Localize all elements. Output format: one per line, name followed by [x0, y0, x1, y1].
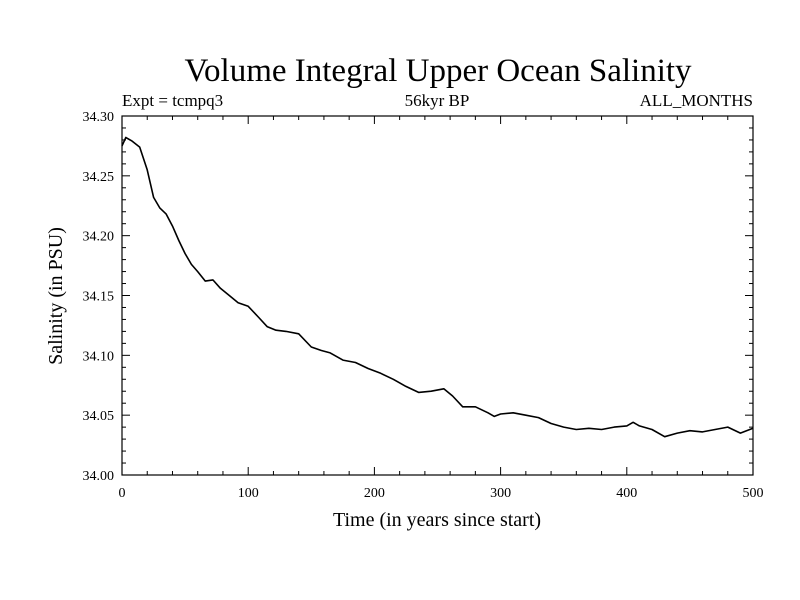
months-label: ALL_MONTHS [640, 91, 753, 110]
y-tick-label: 34.05 [83, 409, 115, 424]
x-tick-label: 0 [119, 486, 126, 501]
x-tick-labels: 0 100 200 300 400 500 [119, 486, 764, 501]
plot-frame [121, 115, 754, 476]
y-tick-labels: 34.00 34.05 34.10 34.15 34.20 34.25 34.30 [83, 110, 115, 484]
x-tick-label: 200 [364, 486, 385, 501]
y-tick-label: 34.30 [83, 110, 115, 125]
x-tick-label: 500 [743, 486, 764, 501]
x-tick-label: 100 [238, 486, 259, 501]
y-tick-label: 34.00 [83, 469, 115, 484]
y-axis-label: Salinity (in PSU) [45, 227, 67, 365]
experiment-label: Expt = tcmpq3 [122, 91, 223, 110]
y-tick-label: 34.10 [83, 349, 115, 364]
x-tick-label: 300 [490, 486, 511, 501]
x-tick-label: 400 [616, 486, 637, 501]
y-tick-label: 34.20 [83, 230, 115, 245]
y-tick-label: 34.25 [83, 170, 115, 185]
salinity-series-line [121, 136, 754, 438]
y-tick-label: 34.15 [83, 290, 115, 305]
x-axis-label: Time (in years since start) [333, 509, 541, 531]
axis-ticks [121, 115, 754, 476]
period-label: 56kyr BP [405, 91, 470, 110]
chart-title: Volume Integral Upper Ocean Salinity [184, 53, 692, 89]
